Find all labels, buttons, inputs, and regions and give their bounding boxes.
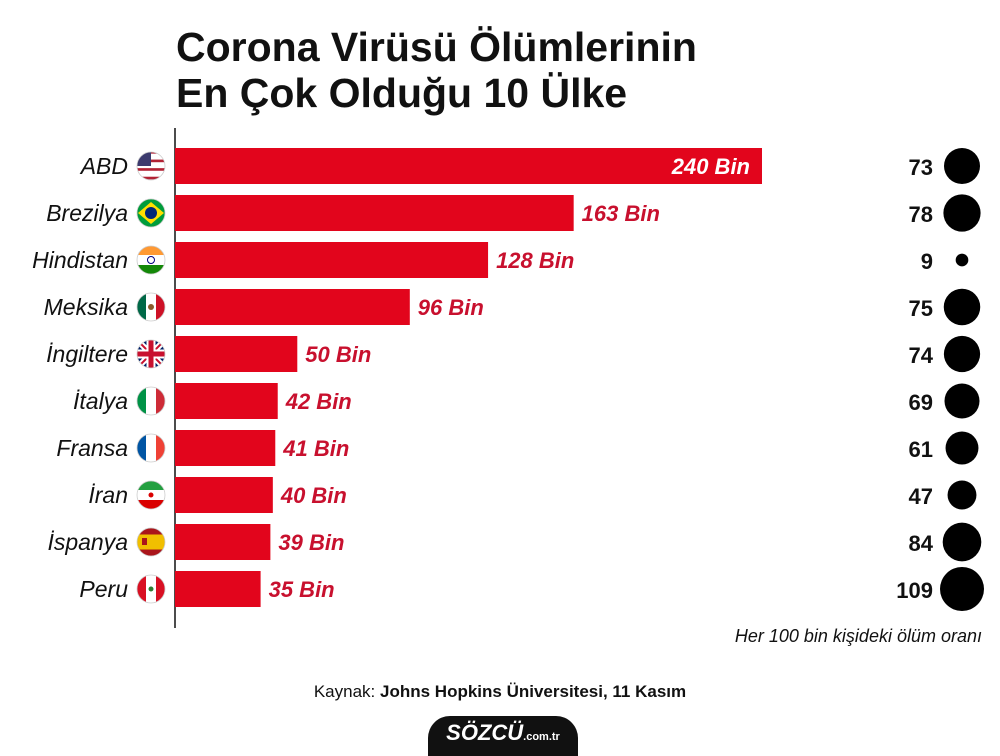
bar-value-label: 128 Bin bbox=[496, 248, 574, 273]
peru-flag-icon bbox=[137, 575, 165, 603]
rate-dot bbox=[943, 147, 981, 185]
rate-value-label: 47 bbox=[909, 484, 933, 509]
flag-ring bbox=[136, 339, 166, 369]
category-label: Meksika bbox=[44, 294, 128, 320]
bar bbox=[175, 336, 298, 372]
category-label: İspanya bbox=[47, 529, 128, 555]
flag-ring bbox=[136, 386, 166, 416]
flag-ring bbox=[136, 574, 166, 604]
rate-dot bbox=[955, 253, 969, 267]
iran-flag-icon bbox=[137, 481, 165, 509]
flag-ring bbox=[136, 480, 166, 510]
bar-value-label: 42 Bin bbox=[285, 389, 352, 414]
bar bbox=[175, 148, 762, 184]
uk-flag-icon bbox=[137, 340, 165, 368]
flag-ring bbox=[136, 151, 166, 181]
flag-ring bbox=[136, 245, 166, 275]
france-flag-icon bbox=[137, 434, 165, 462]
mexico-flag-icon bbox=[137, 293, 165, 321]
bar bbox=[175, 242, 489, 278]
sozcu-logo: SÖZCÜ.com.tr bbox=[428, 716, 578, 756]
bar-value-label: 40 Bin bbox=[280, 483, 347, 508]
bar-value-label: 163 Bin bbox=[582, 201, 660, 226]
rate-dot bbox=[943, 335, 981, 373]
rate-dot bbox=[942, 522, 982, 562]
source-text: Johns Hopkins Üniversitesi, 11 Kasım bbox=[380, 682, 687, 701]
bar bbox=[175, 195, 574, 231]
bar bbox=[175, 477, 273, 513]
flag-ring bbox=[136, 292, 166, 322]
rate-value-label: 109 bbox=[896, 578, 933, 603]
flag-ring bbox=[136, 198, 166, 228]
rate-value-label: 75 bbox=[909, 296, 933, 321]
rate-dot bbox=[943, 194, 981, 232]
rate-caption: Her 100 bin kişideki ölüm oranı bbox=[734, 626, 982, 646]
category-label: Fransa bbox=[56, 435, 128, 461]
italy-flag-icon bbox=[137, 387, 165, 415]
brazil-flag-icon bbox=[137, 199, 165, 227]
bar bbox=[175, 430, 276, 466]
rate-value-label: 84 bbox=[909, 531, 934, 556]
category-label: İran bbox=[88, 482, 128, 508]
rate-value-label: 69 bbox=[909, 390, 933, 415]
bar-value-label: 96 Bin bbox=[418, 295, 484, 320]
bar bbox=[175, 571, 261, 607]
title-line-1: Corona Virüsü Ölümlerinin bbox=[176, 24, 697, 70]
bar-value-label: 240 Bin bbox=[671, 154, 750, 179]
spain-flag-icon bbox=[137, 528, 165, 556]
rate-value-label: 61 bbox=[909, 437, 933, 462]
logo-main: SÖZCÜ bbox=[446, 720, 524, 745]
bar-value-label: 41 Bin bbox=[282, 436, 349, 461]
rate-value-label: 78 bbox=[909, 202, 933, 227]
category-label: İtalya bbox=[73, 388, 128, 414]
india-flag-icon bbox=[137, 246, 165, 274]
rate-value-label: 74 bbox=[909, 343, 934, 368]
category-label: İngiltere bbox=[46, 341, 128, 367]
rate-dot bbox=[940, 567, 984, 611]
logo-domain: .com.tr bbox=[523, 731, 560, 743]
bar-value-label: 39 Bin bbox=[278, 530, 344, 555]
title-line-2: En Çok Olduğu 10 Ülke bbox=[176, 70, 628, 116]
source-note: Kaynak: Johns Hopkins Üniversitesi, 11 K… bbox=[0, 682, 1000, 702]
rate-dot bbox=[943, 288, 981, 326]
rate-dot bbox=[945, 431, 979, 465]
flag-ring bbox=[136, 527, 166, 557]
category-label: Brezilya bbox=[46, 200, 128, 226]
bar bbox=[175, 289, 410, 325]
bar-value-label: 35 Bin bbox=[269, 577, 335, 602]
flag-ring bbox=[136, 433, 166, 463]
category-label: Peru bbox=[79, 576, 128, 602]
rate-dot bbox=[944, 383, 980, 419]
rate-dot bbox=[947, 480, 977, 510]
category-label: Hindistan bbox=[32, 247, 128, 273]
source-prefix: Kaynak: bbox=[313, 682, 376, 701]
bar bbox=[175, 524, 271, 560]
bar-value-label: 50 Bin bbox=[305, 342, 371, 367]
bar-chart: ABD 240 Bin 73 Brezilya 163 Bin 78 Hindistan 12… bbox=[32, 128, 984, 628]
bar bbox=[175, 383, 278, 419]
category-label: ABD bbox=[79, 153, 128, 179]
chart-title: Corona Virüsü Ölümlerinin En Çok Olduğu … bbox=[176, 24, 697, 116]
rate-value-label: 73 bbox=[909, 155, 933, 180]
rate-value-label: 9 bbox=[921, 249, 933, 274]
